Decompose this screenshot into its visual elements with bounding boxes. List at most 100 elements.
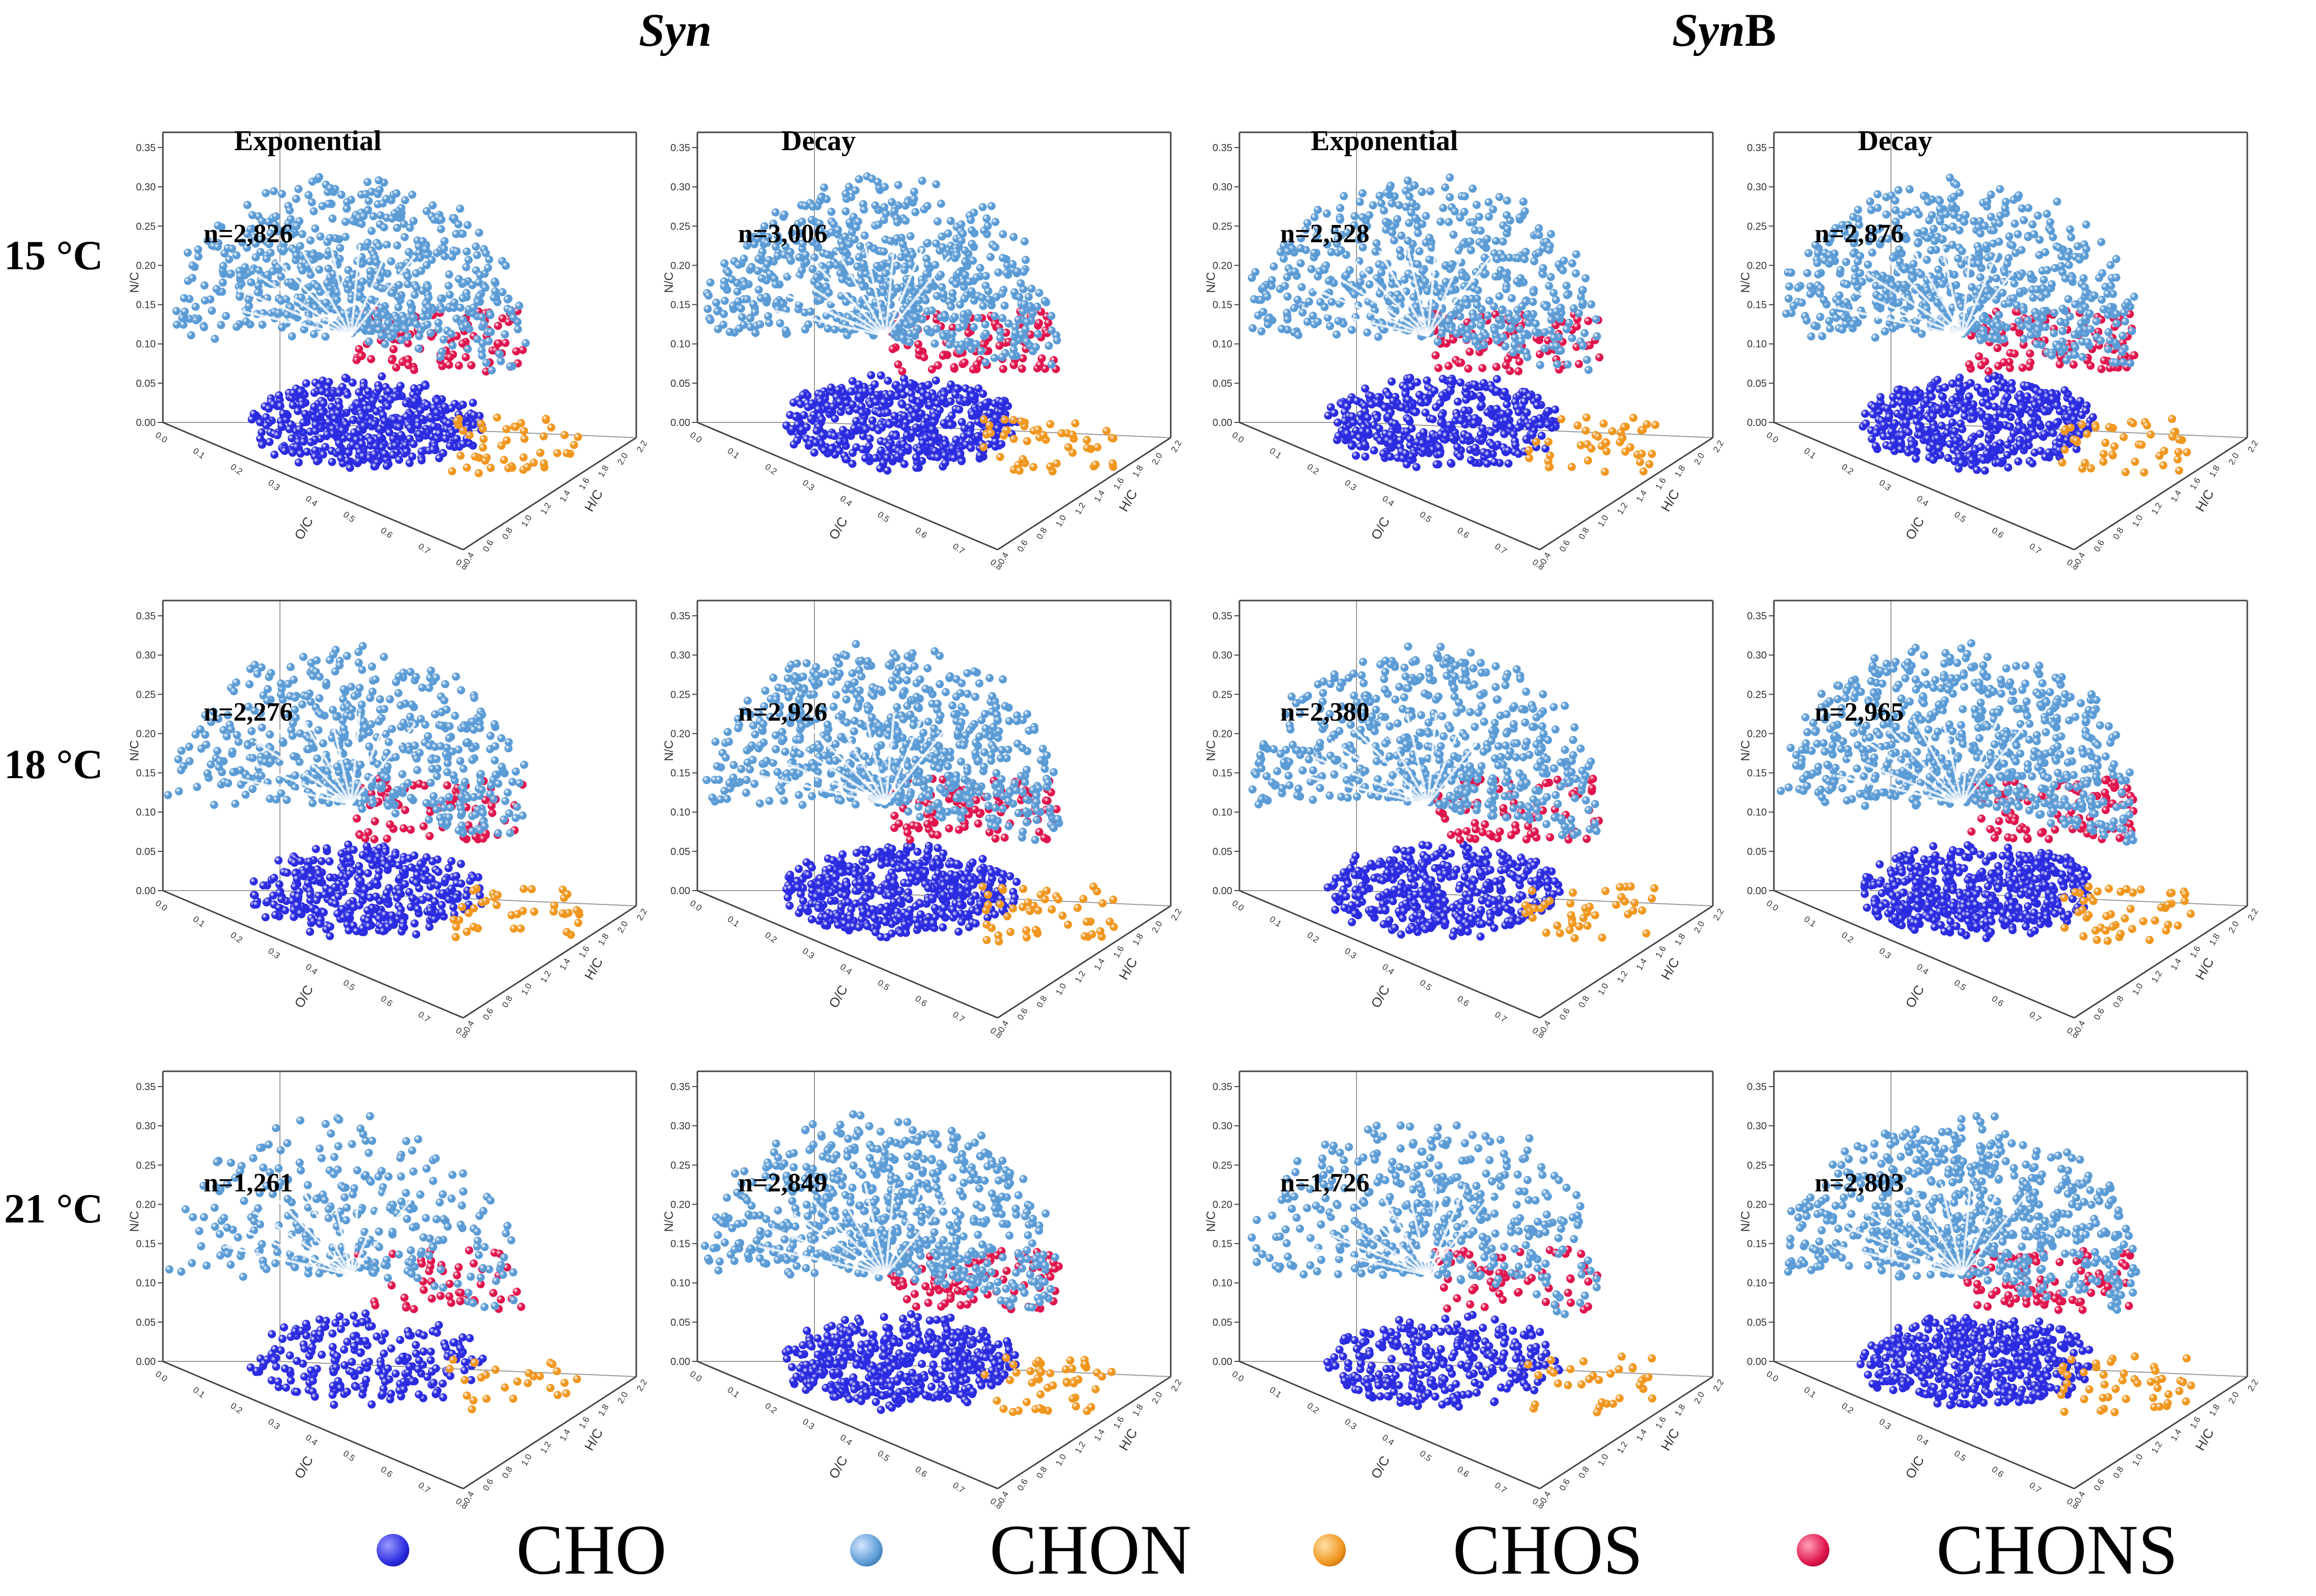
point-chon [2041, 323, 2050, 331]
point-chon [1382, 188, 1391, 197]
point-chon [1004, 319, 1013, 328]
point-chon [187, 331, 195, 339]
point-chon [921, 296, 930, 305]
point-chon [969, 256, 977, 265]
point-chon [356, 291, 364, 300]
point-chon [341, 217, 350, 226]
point-chon [999, 230, 1007, 239]
point-chon [1023, 318, 1031, 326]
point-chon [846, 279, 855, 288]
point-cho [845, 407, 854, 415]
point-chon [762, 293, 771, 301]
point-chon [1923, 255, 1931, 264]
x-tick-label: 0.5 [1418, 509, 1433, 524]
point-chon [959, 277, 967, 286]
point-chons [458, 339, 467, 348]
point-chon [737, 304, 745, 313]
point-chos [1645, 460, 1654, 469]
point-chons [1584, 317, 1593, 325]
point-chon [507, 306, 516, 315]
point-chon [2024, 204, 2032, 212]
point-chon [1257, 327, 1266, 336]
point-cho [788, 425, 797, 434]
point-chon [1296, 259, 1305, 268]
point-chon [400, 220, 408, 228]
point-chos [1109, 459, 1117, 468]
point-chon [1581, 274, 1590, 282]
point-cho [1940, 400, 1948, 409]
point-chon [838, 243, 847, 251]
point-cho [885, 442, 893, 450]
point-cho [1914, 423, 1923, 432]
sample-count: n=2,826 [204, 219, 293, 248]
point-cho [2063, 413, 2071, 421]
point-chon [1345, 266, 1354, 274]
y-tick-label: 1.4 [1092, 489, 1107, 504]
point-chon [412, 269, 420, 278]
point-cho [435, 429, 443, 438]
point-chons [355, 345, 363, 353]
point-cho [385, 387, 393, 395]
point-chon [1013, 267, 1022, 276]
point-chos [1524, 446, 1533, 454]
point-chon [272, 212, 280, 221]
column-group-title-syn: Syn [639, 3, 712, 57]
point-cho [967, 444, 975, 452]
point-cho [1889, 400, 1898, 408]
point-chos [1009, 416, 1018, 424]
point-chon [298, 266, 307, 275]
point-cho [1966, 379, 1975, 387]
point-cho [900, 411, 909, 420]
point-cho [1968, 408, 1976, 417]
point-chon [1279, 254, 1288, 263]
point-chon [1032, 343, 1040, 352]
point-chon [892, 234, 901, 243]
point-chon [323, 278, 331, 287]
point-chon [1409, 293, 1418, 301]
point-chon [386, 333, 394, 341]
point-chon [407, 307, 416, 315]
point-cho [912, 423, 920, 432]
point-chons [392, 363, 401, 372]
point-chon [1531, 328, 1540, 336]
z-tick-label: 0.15 [1212, 300, 1232, 311]
point-chon [1882, 210, 1890, 219]
group-title-suffix: B [1745, 4, 1776, 56]
point-chos [1019, 455, 1027, 464]
point-chon [1457, 323, 1466, 332]
point-chon [1333, 240, 1341, 248]
y-tick-label: 1.2 [539, 501, 553, 516]
point-cho [1421, 408, 1430, 417]
spoke-line [1426, 247, 1466, 336]
point-cho [991, 437, 1000, 446]
point-chon [922, 269, 931, 278]
point-chon [270, 187, 278, 195]
point-cho [1983, 449, 1991, 458]
point-cho [1520, 397, 1529, 406]
point-chon [266, 229, 275, 238]
point-cho [2060, 386, 2069, 394]
point-chon [972, 273, 981, 282]
point-cho [376, 433, 384, 441]
point-cho [1456, 378, 1465, 387]
point-chon [720, 310, 728, 319]
point-chon [1008, 260, 1017, 268]
point-chon [1519, 197, 1528, 206]
point-chon [1517, 337, 1526, 346]
point-chon [464, 345, 472, 353]
point-chon [213, 243, 222, 251]
point-chons [2100, 356, 2108, 365]
spoke-line [1302, 306, 1428, 337]
point-chon [422, 261, 431, 270]
point-chon [1503, 211, 1511, 219]
point-chon [1858, 277, 1867, 286]
point-cho [1347, 442, 1356, 450]
point-chon [401, 196, 409, 205]
point-cho [288, 434, 296, 443]
point-chon [881, 183, 889, 191]
point-cho [292, 443, 301, 451]
point-chon [1480, 253, 1489, 262]
point-cho [280, 447, 289, 455]
point-chon [1499, 237, 1507, 246]
point-chon [1047, 360, 1056, 369]
